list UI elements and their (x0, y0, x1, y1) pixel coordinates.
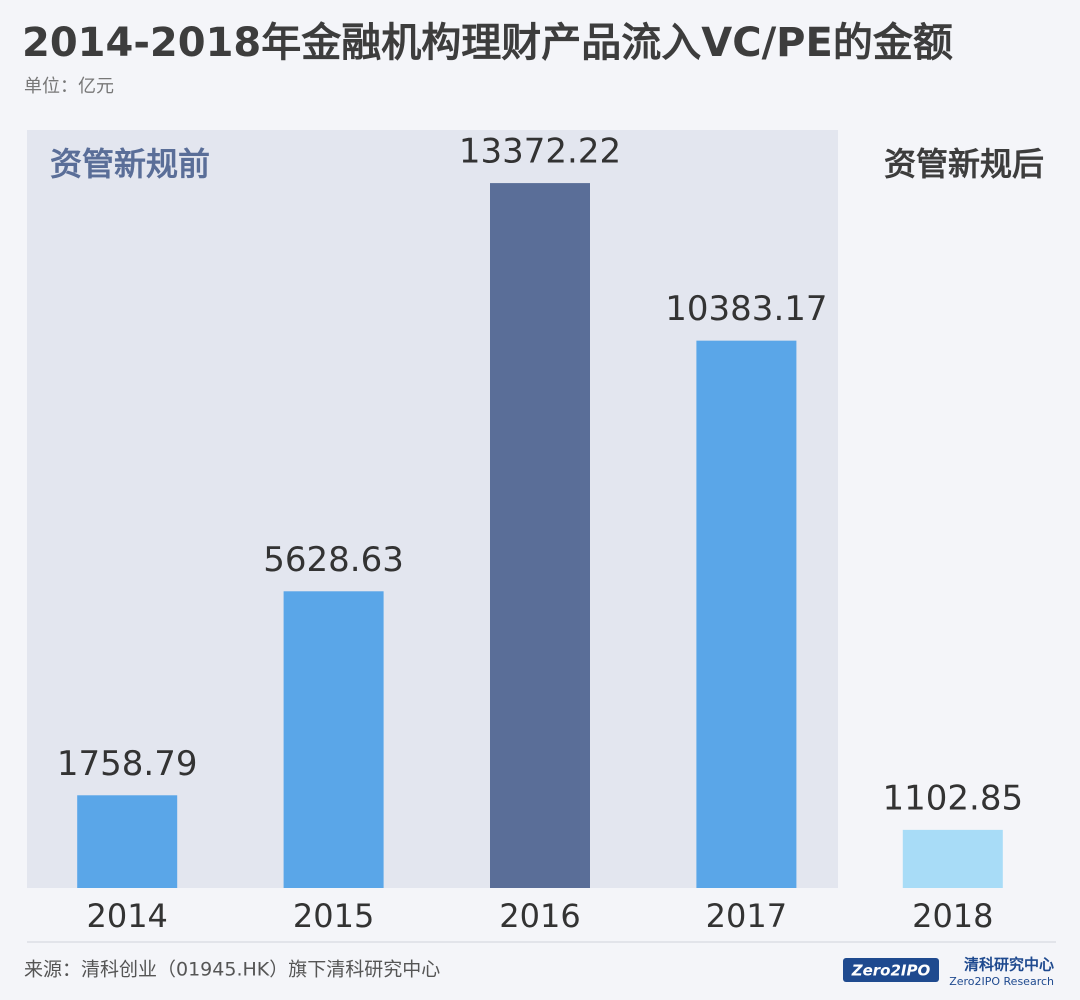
x-tick-label: 2014 (86, 897, 167, 935)
value-label: 13372.22 (459, 132, 621, 172)
source: 来源：清科创业（01945.HK）旗下清科研究中心 (24, 959, 440, 981)
logo-badge (843, 958, 939, 982)
bar (77, 795, 178, 888)
x-tick-label: 2017 (706, 897, 787, 935)
subtitle: 单位：亿元 (24, 76, 114, 97)
value-label: 5628.63 (263, 540, 404, 580)
value-label: 1758.79 (57, 744, 198, 784)
x-tick-label: 2018 (912, 897, 993, 935)
bar (283, 591, 384, 888)
logo-mark: Zero2IPO (851, 962, 931, 980)
annotation: 资管新规后 (884, 145, 1044, 183)
annotation: 资管新规前 (50, 145, 210, 183)
x-tick-label: 2016 (499, 897, 580, 935)
value-label: 10383.17 (665, 289, 827, 329)
x-tick-label: 2015 (293, 897, 374, 935)
value-label: 1102.85 (882, 778, 1023, 818)
chart-title: 2014-2018年金融机构理财产品流入VC/PE的金额 (22, 20, 953, 66)
logo-name: 清科研究中心 (964, 956, 1054, 974)
logo-name-en: Zero2IPO Research (949, 975, 1054, 988)
bar (902, 829, 1003, 888)
bar (490, 183, 590, 889)
bar (696, 340, 797, 889)
